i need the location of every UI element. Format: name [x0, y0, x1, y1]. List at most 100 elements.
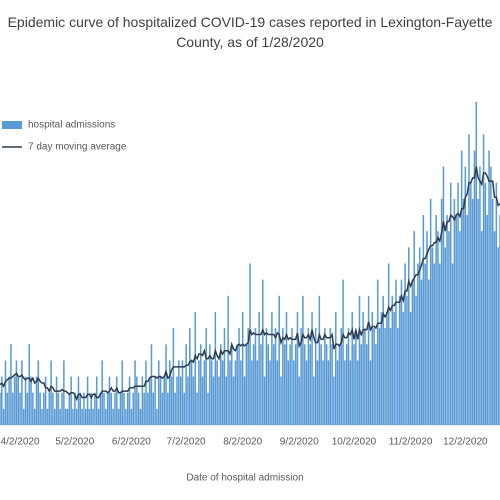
bar — [400, 279, 403, 425]
bar — [333, 376, 335, 425]
bar — [227, 295, 229, 425]
bar — [2, 408, 5, 425]
bar — [68, 392, 71, 425]
bar — [442, 166, 445, 425]
bar — [247, 328, 249, 425]
bar — [21, 360, 23, 425]
bar — [59, 408, 61, 425]
bar — [185, 344, 187, 425]
bar — [66, 408, 69, 425]
bar — [393, 311, 395, 425]
bar — [181, 360, 184, 425]
bar — [110, 392, 113, 425]
x-tick-label: 9/2/2020 — [280, 437, 319, 448]
bar — [413, 231, 415, 425]
bar — [293, 360, 295, 425]
chart-title: Epidemic curve of hospitalized COVID-19 … — [7, 14, 493, 50]
bar — [300, 328, 302, 425]
x-tick-label: 5/2/2020 — [55, 437, 94, 448]
bar — [199, 344, 202, 425]
bar — [238, 328, 240, 425]
bar — [311, 311, 313, 425]
x-tick-label: 4/2/2020 — [1, 437, 40, 448]
bar — [375, 344, 377, 425]
legend-label: 7 day moving average — [28, 142, 127, 153]
bar — [353, 344, 355, 425]
bar — [325, 344, 328, 425]
bar — [409, 311, 412, 425]
bar — [32, 392, 34, 425]
bar — [305, 360, 308, 425]
bar — [351, 311, 353, 425]
bar — [497, 247, 499, 425]
bar — [322, 360, 324, 425]
bar — [223, 328, 226, 425]
bar — [64, 408, 67, 425]
bar — [83, 392, 85, 425]
x-axis-title: Date of hospital admission — [186, 473, 303, 484]
bar — [360, 344, 363, 425]
bar — [460, 150, 463, 425]
bar — [451, 263, 454, 425]
bar — [269, 360, 271, 425]
bar — [272, 344, 275, 425]
bar — [99, 392, 102, 425]
bar — [340, 328, 343, 425]
bar — [225, 376, 228, 425]
bar — [156, 408, 158, 425]
bar — [128, 376, 131, 425]
bar — [252, 344, 255, 425]
bar — [167, 392, 169, 425]
bar — [384, 328, 386, 425]
bar — [154, 376, 156, 425]
bar — [241, 311, 244, 425]
bar — [103, 392, 105, 425]
bar — [53, 408, 56, 425]
bar — [376, 279, 379, 425]
bar — [440, 198, 443, 425]
legend-label: hospital admissions — [28, 120, 115, 131]
bar — [366, 344, 368, 425]
bar — [309, 344, 311, 425]
bar — [417, 263, 419, 425]
x-tick-label: 11/2/2020 — [389, 437, 433, 448]
bar — [216, 360, 218, 425]
legend-swatch — [2, 121, 22, 129]
bar — [466, 215, 468, 425]
bar — [230, 344, 233, 425]
bar — [389, 328, 392, 425]
bar — [276, 360, 279, 425]
bar — [426, 231, 428, 425]
bar — [398, 295, 401, 425]
bar — [52, 392, 54, 425]
bar — [493, 231, 496, 425]
bar — [26, 392, 29, 425]
bar — [172, 328, 175, 425]
bar — [43, 392, 45, 425]
bar — [435, 215, 437, 425]
bar — [278, 295, 280, 425]
bar — [33, 408, 36, 425]
bar — [1, 376, 3, 425]
bar — [190, 360, 193, 425]
bar — [126, 392, 129, 425]
bar — [210, 360, 213, 425]
bar — [265, 328, 268, 425]
chart-title-box: Epidemic curve of hospitalized COVID-19 … — [7, 14, 493, 50]
bar — [287, 360, 290, 425]
bar — [194, 311, 197, 425]
bar — [453, 198, 456, 425]
bar — [336, 360, 339, 425]
bar — [475, 102, 478, 425]
bar — [130, 408, 133, 425]
bar — [479, 166, 481, 425]
bar — [86, 376, 89, 425]
x-tick-label: 10/2/2020 — [332, 437, 377, 448]
bar — [161, 392, 164, 425]
bar — [212, 376, 215, 425]
bar — [176, 376, 178, 425]
bar — [397, 328, 399, 425]
bar — [303, 344, 306, 425]
